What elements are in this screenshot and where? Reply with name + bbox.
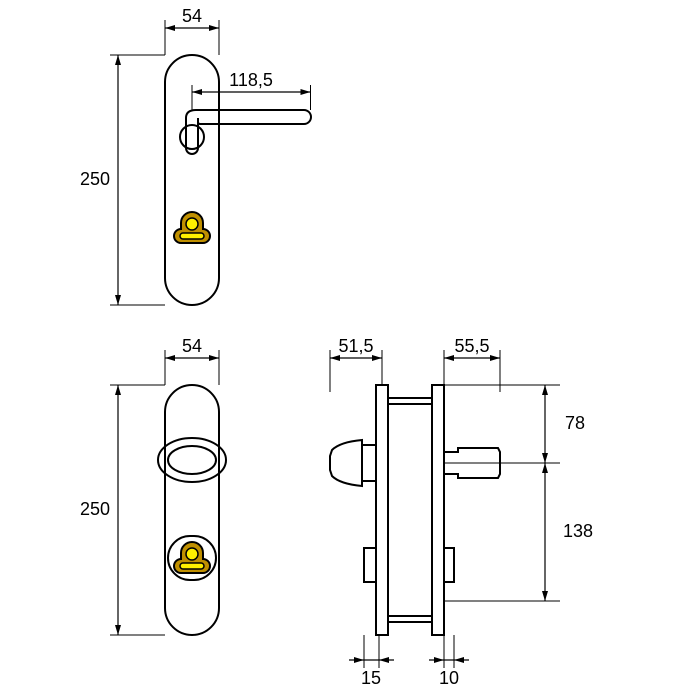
dim-br-lower: 138 [563, 521, 593, 541]
dim-br-r: 10 [439, 668, 459, 688]
dim-br-l: 15 [361, 668, 381, 688]
knob-side-icon [330, 440, 376, 486]
dim-br-right: 55,5 [454, 336, 489, 356]
dim-bl-height: 250 [80, 499, 110, 519]
dim-top-height: 250 [80, 169, 110, 189]
keyhole-icon [168, 536, 216, 580]
technical-diagram: 54 250 118,5 [0, 0, 696, 696]
dim-top-width: 54 [182, 6, 202, 26]
bottom-right-view: 51,5 55,5 78 138 [330, 336, 593, 688]
keyhole-icon [174, 212, 210, 243]
dim-handle-length: 118,5 [229, 70, 273, 90]
top-view: 54 250 118,5 [80, 6, 311, 305]
bottom-left-view: 54 250 [80, 336, 226, 635]
dim-br-upper: 78 [565, 413, 585, 433]
dim-br-top: 51,5 [338, 336, 373, 356]
dim-bl-width: 54 [182, 336, 202, 356]
